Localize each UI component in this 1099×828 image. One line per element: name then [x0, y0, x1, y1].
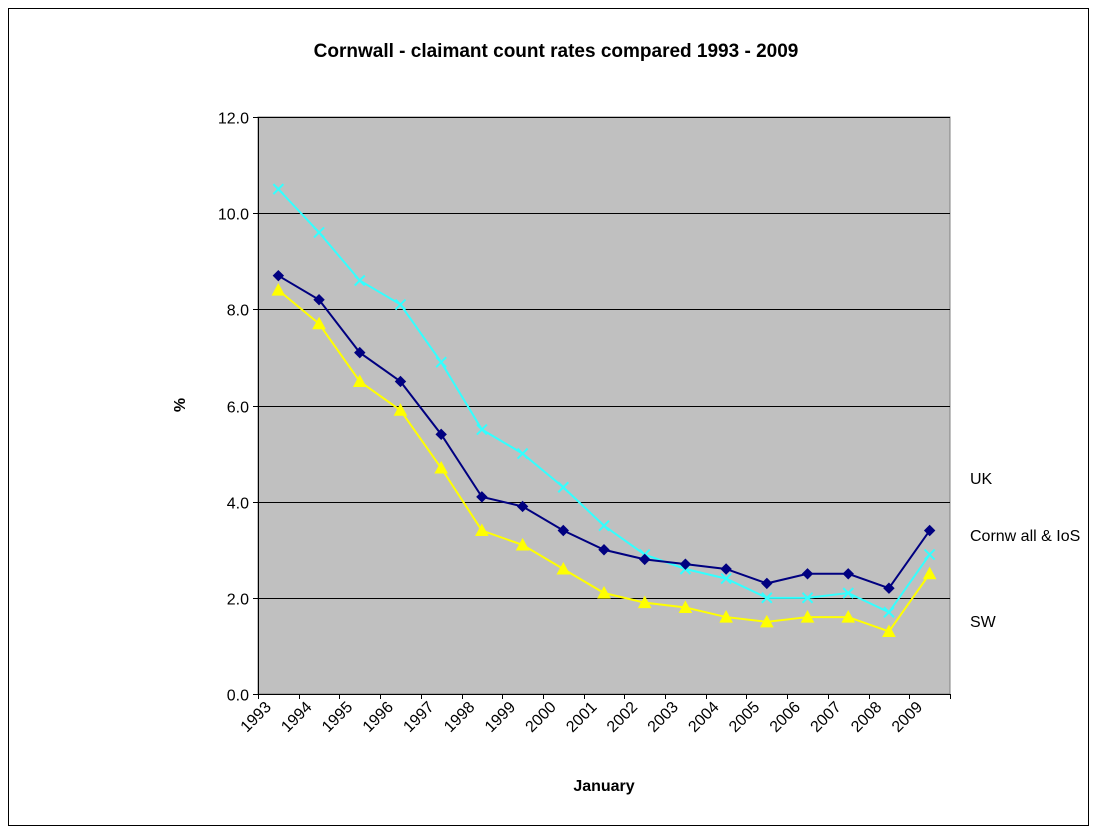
y-axis-ticks: 0.0 2.0 4.0 6.0 8.0 10.0 12.0: [218, 111, 258, 705]
data-point-marker: [800, 610, 815, 623]
y-tick-label: 0.0: [227, 688, 249, 705]
data-point-marker: [556, 561, 571, 575]
data-point-marker: [720, 572, 732, 585]
data-point-marker: [515, 537, 530, 551]
x-tick-label: 1997: [400, 699, 437, 736]
data-point-marker: [679, 558, 692, 570]
data-point-marker: [678, 600, 693, 613]
data-point-marker: [476, 423, 488, 436]
data-point-marker: [476, 491, 488, 503]
y-tick-label: 6.0: [227, 400, 249, 417]
x-tick-label: 1998: [441, 699, 478, 736]
data-point-marker: [719, 610, 733, 623]
data-point-marker: [516, 447, 529, 460]
data-point-marker: [435, 356, 447, 368]
data-point-marker: [598, 544, 610, 556]
y-tick-label: 10.0: [218, 207, 249, 224]
series-layer: [271, 183, 937, 637]
data-point-marker: [352, 374, 367, 387]
gridlines: [258, 117, 950, 599]
data-point-marker: [354, 274, 366, 287]
data-point-marker: [434, 460, 449, 474]
data-point-marker: [761, 592, 773, 604]
series-label: SW: [970, 614, 997, 631]
x-tick-label: 2007: [808, 699, 845, 736]
x-tick-label: 1995: [319, 699, 356, 736]
x-axis-title: January: [573, 778, 634, 795]
data-point-marker: [598, 520, 610, 532]
x-tick-label: 1999: [482, 699, 519, 736]
x-tick-label: 1994: [278, 699, 315, 736]
data-point-marker: [842, 568, 854, 580]
x-axis-ticks: 1993 1994 1995 1996 1997 1998 1999 2000 2001 2002…: [238, 694, 951, 736]
data-point-marker: [883, 582, 895, 594]
x-tick-label: 2002: [604, 699, 641, 736]
axes: [258, 117, 950, 695]
series-label: UK: [970, 471, 993, 488]
series-sw: [271, 283, 937, 637]
data-point-marker: [883, 606, 895, 618]
x-tick-label: 2009: [889, 699, 926, 736]
series-labels: UK Cornw all & IoS SW: [970, 471, 1080, 631]
data-point-marker: [272, 183, 285, 195]
data-point-marker: [841, 610, 856, 623]
data-point-marker: [923, 548, 936, 561]
y-axis-title: %: [172, 398, 189, 412]
x-tick-label: 2008: [848, 699, 885, 736]
data-point-marker: [312, 316, 326, 330]
data-point-marker: [597, 585, 611, 599]
plot-area: [257, 116, 951, 695]
y-tick-label: 12.0: [218, 111, 249, 128]
data-point-marker: [923, 524, 936, 537]
data-point-marker: [882, 624, 896, 637]
y-tick-label: 8.0: [227, 303, 249, 320]
x-tick-label: 1996: [360, 699, 397, 736]
data-point-marker: [516, 500, 529, 513]
data-point-marker: [313, 294, 325, 306]
data-point-marker: [394, 298, 407, 311]
data-point-marker: [761, 577, 773, 590]
x-tick-label: 2001: [563, 699, 600, 736]
data-point-marker: [394, 375, 407, 388]
data-point-marker: [638, 553, 651, 566]
data-point-marker: [313, 226, 325, 239]
data-point-marker: [271, 283, 286, 296]
data-point-marker: [475, 523, 489, 537]
data-point-marker: [354, 346, 366, 359]
data-point-marker: [801, 568, 814, 580]
x-tick-label: 2005: [726, 699, 763, 736]
data-point-marker: [842, 587, 854, 599]
data-point-marker: [759, 614, 774, 628]
series-label: Cornw all & IoS: [970, 528, 1080, 545]
data-point-marker: [557, 524, 570, 537]
x-tick-label: 2000: [523, 699, 560, 736]
x-tick-label: 2006: [767, 699, 804, 736]
x-tick-label: 2003: [645, 699, 682, 736]
series-cornw-all-ios: [272, 269, 936, 594]
y-tick-label: 4.0: [227, 496, 249, 513]
data-point-marker: [435, 428, 447, 441]
data-point-marker: [801, 592, 814, 604]
data-point-marker: [272, 269, 285, 282]
data-point-marker: [922, 566, 937, 580]
data-point-marker: [393, 403, 408, 416]
data-point-marker: [637, 595, 652, 609]
x-tick-label: 2004: [685, 699, 722, 736]
y-tick-label: 2.0: [227, 592, 249, 609]
data-point-marker: [557, 481, 570, 493]
chart-title: Cornwall - claimant count rates compared…: [314, 41, 799, 62]
plot-background: [257, 116, 951, 695]
data-point-marker: [720, 563, 732, 575]
